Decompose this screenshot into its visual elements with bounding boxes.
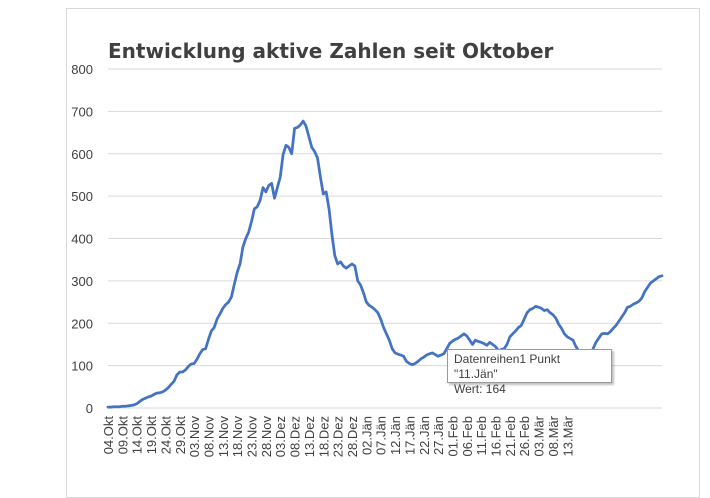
y-tick-label: 700 <box>71 104 93 119</box>
x-tick-label: 06.Feb <box>460 416 475 456</box>
x-tick-label: 12.Jän <box>388 416 403 455</box>
x-tick-label: 03.Dez <box>273 416 288 457</box>
chart-area <box>66 8 700 498</box>
x-tick-label: 24.Okt <box>158 416 173 455</box>
x-tick-label: 03.Nov <box>187 416 202 458</box>
tooltip-value-label: Wert: 164 <box>454 382 506 396</box>
x-tick-label: 29.Okt <box>173 416 188 455</box>
y-axis-ticks: 0 100 200 300 400 500 600 700 800 <box>71 62 93 416</box>
chart-svg: Entwicklung aktive Zahlen seit Oktober 0… <box>71 39 664 457</box>
x-tick-label: 23.Nov <box>245 416 260 458</box>
x-tick-label: 19.Okt <box>144 416 159 455</box>
series-layer <box>106 119 664 409</box>
data-point-tooltip: Datenreihen1 Punkt "11.Jän" Wert: 164 <box>447 349 612 396</box>
x-tick-label: 13.Dez <box>302 416 317 457</box>
gridlines <box>108 68 662 409</box>
y-tick-label: 300 <box>71 274 93 289</box>
y-tick-label: 800 <box>71 62 93 77</box>
y-tick-label: 400 <box>71 232 93 247</box>
x-tick-label: 22.Jän <box>417 416 432 455</box>
x-tick-label: 07.Jän <box>374 416 389 455</box>
x-tick-label: 16.Feb <box>489 416 504 456</box>
x-tick-label: 11.Feb <box>474 416 489 456</box>
x-tick-label: 13.Nov <box>216 416 231 458</box>
x-tick-label: 26.Feb <box>517 416 532 456</box>
x-tick-label: 01.Feb <box>445 416 460 456</box>
x-tick-label: 09.Okt <box>115 416 130 455</box>
y-tick-label: 500 <box>71 189 93 204</box>
x-tick-label: 14.Okt <box>130 416 145 455</box>
x-axis-ticks: 04.Okt 09.Okt 14.Okt 19.Okt 24.Okt 29.Okt 03.N… <box>101 415 575 457</box>
x-tick-label: 28.Nov <box>259 416 274 458</box>
x-tick-label: 04.Okt <box>101 416 116 455</box>
x-tick-label: 03.Mär <box>532 415 547 456</box>
x-tick-label: 18.Nov <box>230 416 245 458</box>
x-tick-label: 02.Jän <box>359 416 374 455</box>
x-tick-label: 08.Nov <box>201 416 216 458</box>
x-tick-label: 28.Dez <box>345 416 360 457</box>
x-tick-label: 17.Jän <box>402 416 417 455</box>
x-tick-label: 27.Jän <box>431 416 446 455</box>
tooltip-series-label: Datenreihen1 Punkt "11.Jän" <box>454 352 561 381</box>
y-tick-label: 0 <box>86 401 93 416</box>
series-line-datenreihen1[interactable] <box>106 119 664 409</box>
y-tick-label: 200 <box>71 316 93 331</box>
chart-title: Entwicklung aktive Zahlen seit Oktober <box>108 39 554 63</box>
x-tick-label: 13.Mär <box>560 415 575 456</box>
y-tick-label: 100 <box>71 359 93 374</box>
x-tick-label: 08.Dez <box>288 416 303 457</box>
x-tick-label: 23.Dez <box>331 416 346 457</box>
x-tick-label: 18.Dez <box>316 416 331 457</box>
x-tick-label: 08.Mär <box>546 415 561 456</box>
x-tick-label: 21.Feb <box>503 416 518 456</box>
y-tick-label: 600 <box>71 147 93 162</box>
